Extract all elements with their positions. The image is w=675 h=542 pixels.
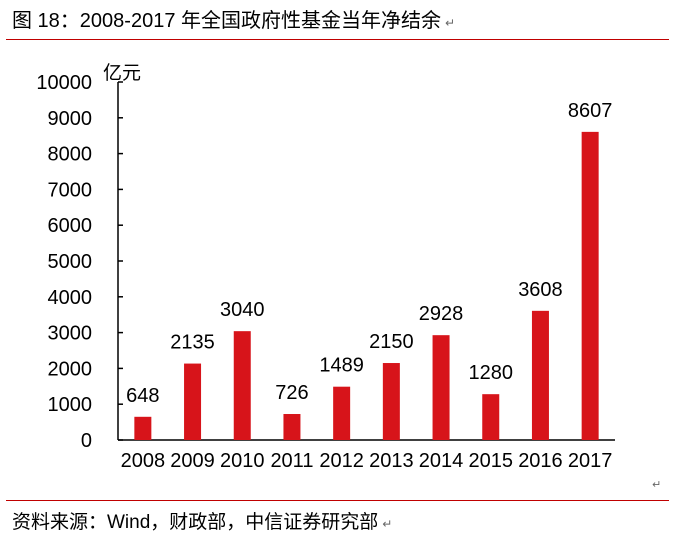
- x-tick-label-2010: 2010: [220, 450, 265, 472]
- x-tick-label-2012: 2012: [319, 450, 364, 472]
- bar-2016: [531, 310, 549, 440]
- chart-title-text: 图 18：2008-2017 年全国政府性基金当年净结余: [12, 10, 442, 32]
- x-tick-label-2015: 2015: [469, 450, 514, 472]
- x-tick-label-2011: 2011: [270, 450, 313, 472]
- data-label-2012: 1489: [319, 355, 364, 377]
- y-tick-label: 5000: [48, 251, 93, 273]
- bar-2012: [333, 386, 351, 440]
- bar-chart: 0 1000 2000 3000 4000 5000 6000 7000 8000 9000 100…: [36, 62, 615, 472]
- y-tick-label: 3000: [48, 323, 93, 345]
- y-tick-label: 6000: [48, 215, 93, 237]
- x-tick-label-2017: 2017: [568, 450, 613, 472]
- data-label-2010: 3040: [220, 299, 265, 321]
- y-tick-label: 8000: [48, 144, 93, 166]
- x-tick-label-2014: 2014: [419, 450, 464, 472]
- x-tick-label-2013: 2013: [369, 450, 414, 472]
- y-axis-unit: 亿元: [103, 62, 141, 84]
- y-tick-label: 4000: [48, 287, 93, 309]
- bar-2015: [482, 394, 500, 440]
- source-text: 资料来源：Wind，财政部，中信证券研究部: [12, 512, 379, 533]
- data-label-2016: 3608: [518, 279, 563, 301]
- data-label-2014: 2928: [419, 303, 464, 325]
- bar-2010: [233, 331, 251, 440]
- paragraph-mark-icon: ↵: [652, 479, 662, 491]
- y-tick-label: 0: [81, 430, 92, 452]
- data-label-2015: 1280: [469, 362, 514, 384]
- source-divider: [6, 500, 669, 501]
- data-label-2011: 726: [275, 382, 308, 404]
- data-label-2017: 8607: [568, 100, 613, 122]
- data-label-2009: 2135: [170, 332, 215, 354]
- bar-2014: [432, 335, 450, 440]
- x-tick-label-2008: 2008: [121, 450, 166, 472]
- bar-2017: [581, 131, 599, 441]
- bar-2008: [134, 416, 152, 440]
- title-divider: [6, 39, 669, 40]
- chart-title: 图 18：2008-2017 年全国政府性基金当年净结余 ↵: [12, 8, 455, 36]
- bar-2013: [382, 363, 400, 440]
- source-note: 资料来源：Wind，财政部，中信证券研究部 ↵: [12, 511, 392, 536]
- paragraph-mark-icon: ↵: [445, 16, 456, 30]
- data-label-2013: 2150: [369, 331, 414, 353]
- x-tick-label-2016: 2016: [518, 450, 563, 472]
- y-tick-label: 2000: [48, 358, 93, 380]
- bar-2011: [283, 414, 301, 440]
- data-label-2008: 648: [126, 385, 159, 407]
- bar-2009: [184, 363, 202, 440]
- paragraph-mark-icon: ↵: [382, 517, 393, 531]
- x-tick-label-2009: 2009: [170, 450, 215, 472]
- y-tick-label: 10000: [36, 72, 92, 94]
- y-tick-label: 1000: [48, 394, 93, 416]
- y-tick-label: 7000: [48, 179, 93, 201]
- y-tick-label: 9000: [48, 108, 93, 130]
